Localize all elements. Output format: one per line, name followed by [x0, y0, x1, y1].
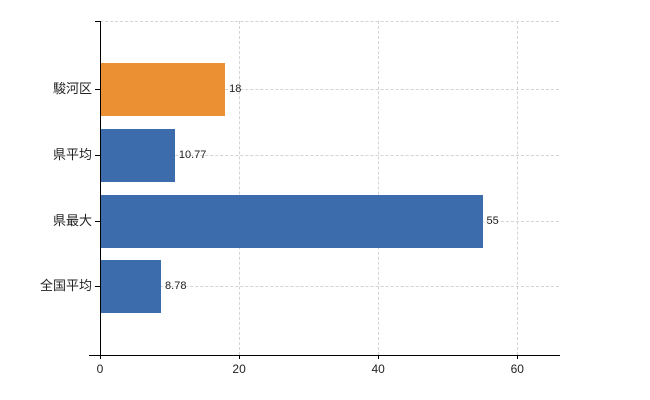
row-gridline — [100, 286, 559, 287]
x-axis-tick — [239, 355, 241, 359]
x-axis-tick — [378, 355, 380, 359]
row-gridline — [100, 155, 559, 156]
y-axis-tick — [95, 221, 100, 222]
y-axis-tick — [95, 286, 100, 287]
category-label: 県最大 — [52, 213, 92, 228]
x-axis-tick — [517, 355, 519, 359]
x-gridline-40 — [378, 21, 380, 355]
category-label: 全国平均 — [39, 278, 92, 293]
y-axis-tick — [95, 89, 100, 90]
x-axis-line — [89, 355, 560, 356]
bar — [100, 62, 226, 116]
bar-value-label: 18 — [229, 83, 242, 95]
x-gridline-20 — [239, 21, 241, 355]
y-axis-tick — [95, 155, 100, 156]
x-axis-tick — [100, 355, 101, 359]
y-axis-line — [100, 21, 101, 359]
category-label: 駿河区 — [52, 81, 92, 96]
bar — [100, 259, 162, 313]
category-label: 県平均 — [52, 147, 92, 162]
bar — [100, 194, 483, 248]
row-gridline — [100, 89, 559, 90]
x-tick-label: 20 — [232, 362, 246, 376]
x-gridline-60 — [517, 21, 519, 355]
bar-value-label: 55 — [486, 215, 499, 227]
x-tick-label: 0 — [96, 362, 104, 376]
x-tick-label: 60 — [510, 362, 524, 376]
bar — [100, 128, 175, 182]
y-axis-top-tick — [95, 21, 100, 22]
bar-value-label: 10.77 — [178, 149, 207, 161]
x-tick-label: 40 — [371, 362, 385, 376]
plot-top-gridline — [100, 21, 559, 22]
bar-value-label: 8.78 — [165, 280, 187, 292]
